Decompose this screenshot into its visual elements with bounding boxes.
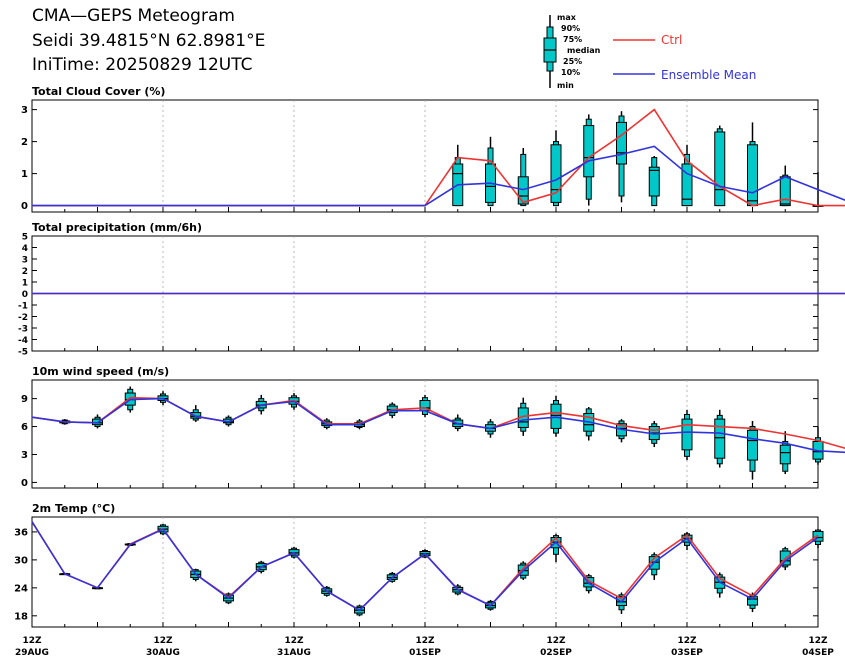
box-quartile-range [648,166,660,197]
y-tick-label: 2 [22,267,28,277]
location-label: Seidi 39.4815°N 62.8981°E [32,31,266,51]
y-tick-label: 4 [22,244,28,254]
y-tick-label: 3 [21,105,28,116]
legend-ctrl-label: Ctrl [661,33,682,47]
x-date-label: 01SEP [409,648,441,658]
box-quartile-range [714,418,726,459]
y-tick-label: -3 [18,325,28,335]
panel-title: 10m wind speed (m/s) [32,365,169,378]
box-quartile-range [779,176,791,207]
legend-box-label: median [567,46,601,55]
y-tick-label: -2 [18,313,28,323]
x-date-label: 04SEP [802,648,834,658]
y-tick-label: 0 [22,290,28,300]
legend-box-label: 10% [561,68,580,77]
y-tick-label: 24 [14,583,28,594]
y-tick-label: 18 [14,611,28,622]
box-quartile-range [779,444,791,465]
x-hour-label: 12Z [808,636,828,646]
panel-title: Total precipitation (mm/6h) [32,221,202,234]
box-quartile-range [616,121,627,165]
legend-box-label: max [557,13,577,22]
legend-box-label: min [557,81,574,90]
box-quartile-range [550,403,562,429]
y-tick-label: -4 [18,336,28,346]
box-quartile-range [681,418,693,451]
y-tick-label: 3 [22,256,28,266]
y-tick-label: 5 [22,233,28,243]
y-tick-label: 2 [21,137,28,148]
init-time-label: IniTime: 20250829 12UTC [32,55,253,75]
y-tick-label: 0 [21,478,28,489]
y-tick-label: 36 [14,527,28,538]
x-hour-label: 12Z [546,636,566,646]
box-quartile-range [747,429,758,461]
x-date-label: 03SEP [671,648,703,658]
x-date-label: 02SEP [540,648,572,658]
legend-mean-label: Ensemble Mean [661,68,756,82]
mean-line [31,397,845,454]
x-hour-label: 12Z [22,636,42,646]
y-tick-label: 1 [21,169,28,180]
box-quartile-range [550,144,562,203]
x-hour-label: 12Z [284,636,304,646]
box-quartile-range [812,530,824,542]
box-quartile-range [583,125,595,178]
box-quartile-range [714,131,726,207]
y-tick-label: 9 [21,394,28,405]
panel-title: Total Cloud Cover (%) [32,85,165,98]
legend-box-label: 25% [563,57,582,66]
mean-line [32,145,845,207]
y-tick-label: 6 [21,422,28,433]
meteogram-title: CMA—GEPS Meteogram [32,6,235,26]
mean-line [31,521,819,612]
y-tick-label: 3 [21,450,28,461]
x-date-label: 29AUG [15,648,49,658]
y-tick-label: 30 [14,555,28,566]
x-hour-label: 12Z [415,636,435,646]
y-tick-label: -5 [18,348,28,358]
box-quartile-range [747,144,758,207]
box-quartile-range [681,163,693,207]
x-hour-label: 12Z [677,636,697,646]
panel-title: 2m Temp (°C) [32,502,115,515]
y-tick-label: -1 [18,302,28,312]
legend-box-label: 75% [563,35,582,44]
y-tick-label: 0 [21,201,28,212]
x-date-label: 31AUG [277,648,311,658]
y-tick-label: 1 [22,279,28,289]
x-hour-label: 12Z [153,636,173,646]
legend-box-label: 90% [561,24,580,33]
x-date-label: 30AUG [146,648,180,658]
